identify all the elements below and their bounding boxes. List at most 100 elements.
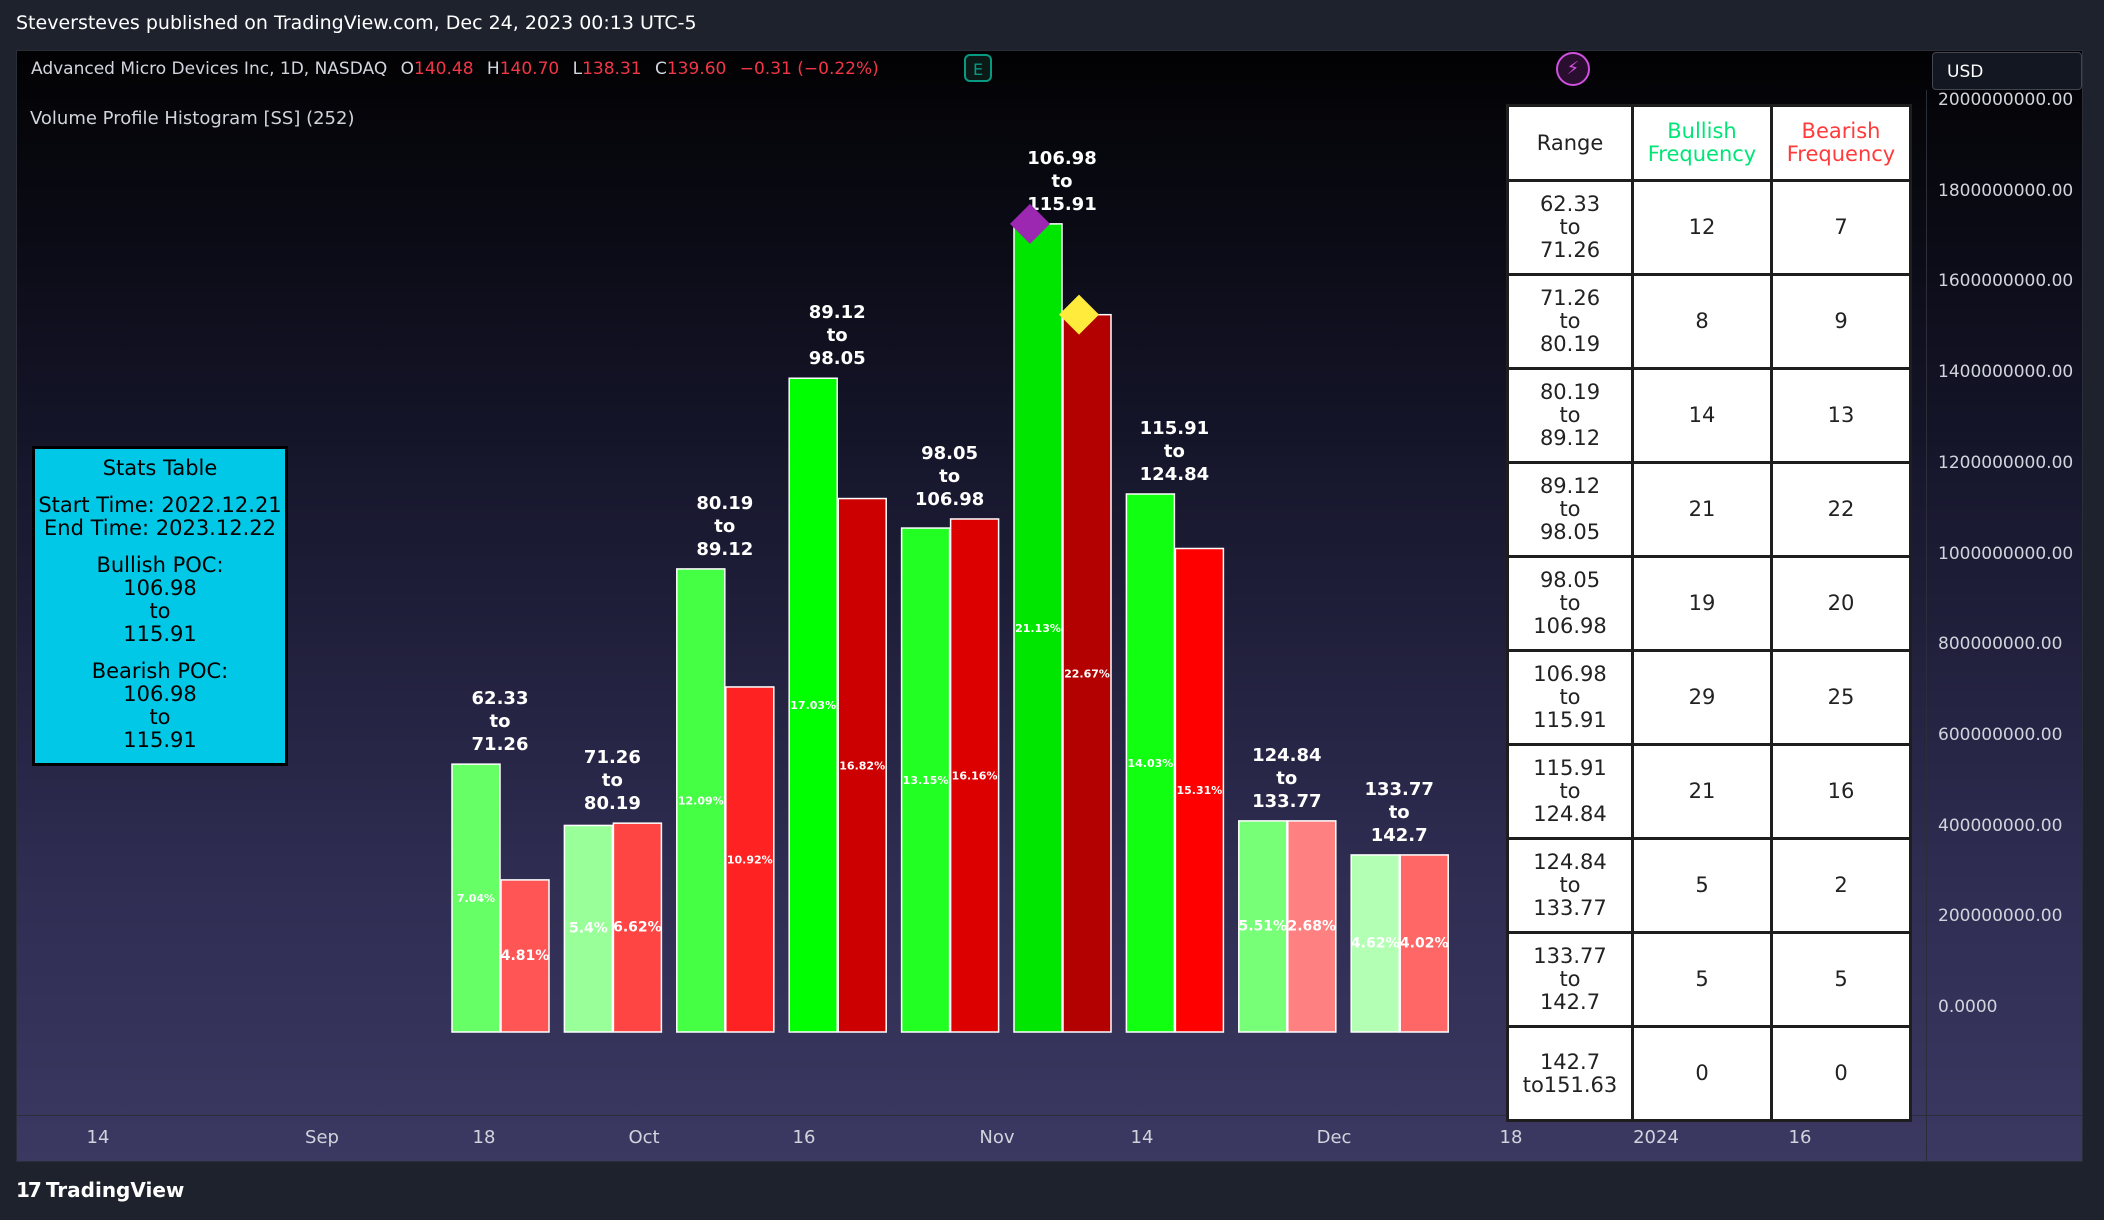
price-tick: 1200000000.00 [1938,452,2074,473]
tradingview-brand: TradingView [45,1178,185,1202]
bearish-frequency-cell: 13 [1770,367,1912,464]
range-cell: 71.26 to 80.19 [1506,273,1634,370]
bullish-frequency-cell: 14 [1631,367,1773,464]
table-row: 124.84 to 133.77 5 2 [1506,837,1912,934]
time-tick: 18 [472,1127,496,1148]
table-row: 133.77 to 142.7 5 5 [1506,931,1912,1028]
bullish-frequency-cell: 5 [1631,837,1773,934]
price-tick: 2000000000.00 [1938,90,2074,110]
bullish-frequency-cell: 8 [1631,273,1773,370]
price-tick: 1800000000.00 [1938,180,2074,201]
price-axis[interactable]: 2000000000.00 1800000000.00 1600000000.00 1… [1926,90,2096,1120]
table-row: 98.05 to 106.98 19 20 [1506,555,1912,652]
bullish-frequency-cell: 12 [1631,179,1773,276]
header-range: Range [1506,104,1634,182]
bearish-frequency-cell: 9 [1770,273,1912,370]
bullish-poc-from: 106.98 [123,576,197,600]
time-tick: 14 [86,1127,110,1148]
table-row: 62.33 to 71.26 12 7 [1506,179,1912,276]
price-tick: 800000000.00 [1938,634,2063,655]
time-tick: 2024 [1633,1127,1679,1148]
range-cell: 80.19 to 89.12 [1506,367,1634,464]
currency-button[interactable]: USD [1932,52,2082,90]
bullish-frequency-cell: 19 [1631,555,1773,652]
header-bullish-frequency: Bullish Frequency [1631,104,1773,182]
open-label: O [400,59,415,79]
stats-end-time: End Time: 2023.12.22 [44,516,276,540]
range-cell: 98.05 to 106.98 [1506,555,1634,652]
low-label: L [572,59,583,79]
price-tick: 1400000000.00 [1938,362,2074,383]
bearish-frequency-cell: 25 [1770,649,1912,746]
price-tick: 1000000000.00 [1938,543,2074,564]
bullish-frequency-cell: 21 [1631,461,1773,558]
bearish-poc-label: Bearish POC: [91,659,229,683]
time-tick: Dec [1316,1127,1352,1148]
stats-title: Stats Table [102,456,218,480]
bearish-frequency-cell: 5 [1770,931,1912,1028]
bullish-poc-to-word: to [149,599,171,623]
symbol-legend: Advanced Micro Devices Inc, 1D, NASDAQ O… [31,59,879,79]
price-tick: 400000000.00 [1938,815,2063,836]
stats-table: Stats Table Start Time: 2022.12.21 End T… [32,446,288,766]
range-cell: 124.84 to 133.77 [1506,837,1634,934]
bearish-poc-to: 115.91 [123,728,197,752]
bullish-poc-label: Bullish POC: [96,553,224,577]
bearish-frequency-cell: 7 [1770,179,1912,276]
low-value: 138.31 [582,59,642,79]
frequency-table: Range Bullish Frequency Bearish Frequenc… [1506,104,1912,1122]
bullish-frequency-cell: 21 [1631,743,1773,840]
time-tick: Nov [979,1127,1015,1148]
time-tick: Sep [305,1127,339,1148]
range-cell: 62.33 to 71.26 [1506,179,1634,276]
bearish-poc-to-word: to [149,705,171,729]
time-tick: 18 [1499,1127,1523,1148]
high-label: H [486,59,500,79]
time-tick: 16 [792,1127,816,1148]
bullish-frequency-cell: 0 [1631,1025,1773,1122]
range-cell: 142.7 to151.63 [1506,1025,1634,1122]
bearish-poc-from: 106.98 [123,682,197,706]
price-change: −0.31 (−0.22%) [739,59,879,79]
published-info: Steversteves published on TradingView.co… [16,12,697,34]
price-tick: 600000000.00 [1938,724,2063,745]
bullish-frequency-cell: 5 [1631,931,1773,1028]
table-row: 80.19 to 89.12 14 13 [1506,367,1912,464]
range-cell: 89.12 to 98.05 [1506,461,1634,558]
indicator-title[interactable]: Volume Profile Histogram [SS] (252) [30,108,355,129]
price-tick: 1600000000.00 [1938,271,2074,292]
tradingview-logo[interactable]: 17 TradingView [16,1178,184,1202]
bullish-poc-to: 115.91 [123,622,197,646]
symbol-name[interactable]: Advanced Micro Devices Inc, 1D, NASDAQ [31,59,388,79]
table-row: 115.91 to 124.84 21 16 [1506,743,1912,840]
bullish-frequency-cell: 29 [1631,649,1773,746]
table-row: 71.26 to 80.19 8 9 [1506,273,1912,370]
price-tick: 0.0000 [1938,997,1998,1017]
table-row: 89.12 to 98.05 21 22 [1506,461,1912,558]
bearish-frequency-cell: 2 [1770,837,1912,934]
tradingview-logo-icon: 17 [16,1178,42,1202]
bearish-frequency-cell: 16 [1770,743,1912,840]
time-tick: Oct [628,1127,660,1148]
lightning-bolt-icon[interactable]: ⚡ [1556,52,1590,86]
table-row: 142.7 to151.63 0 0 [1506,1025,1912,1122]
close-value: 139.60 [666,59,727,79]
stats-start-time: Start Time: 2022.12.21 [38,493,282,517]
open-value: 140.48 [414,59,474,79]
close-label: C [654,59,667,79]
bearish-frequency-cell: 22 [1770,461,1912,558]
time-tick: 14 [1130,1127,1154,1148]
range-cell: 115.91 to 124.84 [1506,743,1634,840]
time-tick: 16 [1788,1127,1812,1148]
bearish-frequency-cell: 20 [1770,555,1912,652]
range-cell: 133.77 to 142.7 [1506,931,1634,1028]
table-row: 106.98 to 115.91 29 25 [1506,649,1912,746]
price-axis-divider [1926,90,1927,1162]
price-tick: 200000000.00 [1938,906,2063,927]
time-axis-divider [16,1115,2083,1116]
header-bearish-frequency: Bearish Frequency [1770,104,1912,182]
earnings-icon[interactable]: E [964,54,992,82]
high-value: 140.70 [499,59,560,79]
range-cell: 106.98 to 115.91 [1506,649,1634,746]
top-bar: Steversteves published on TradingView.co… [0,0,2104,50]
